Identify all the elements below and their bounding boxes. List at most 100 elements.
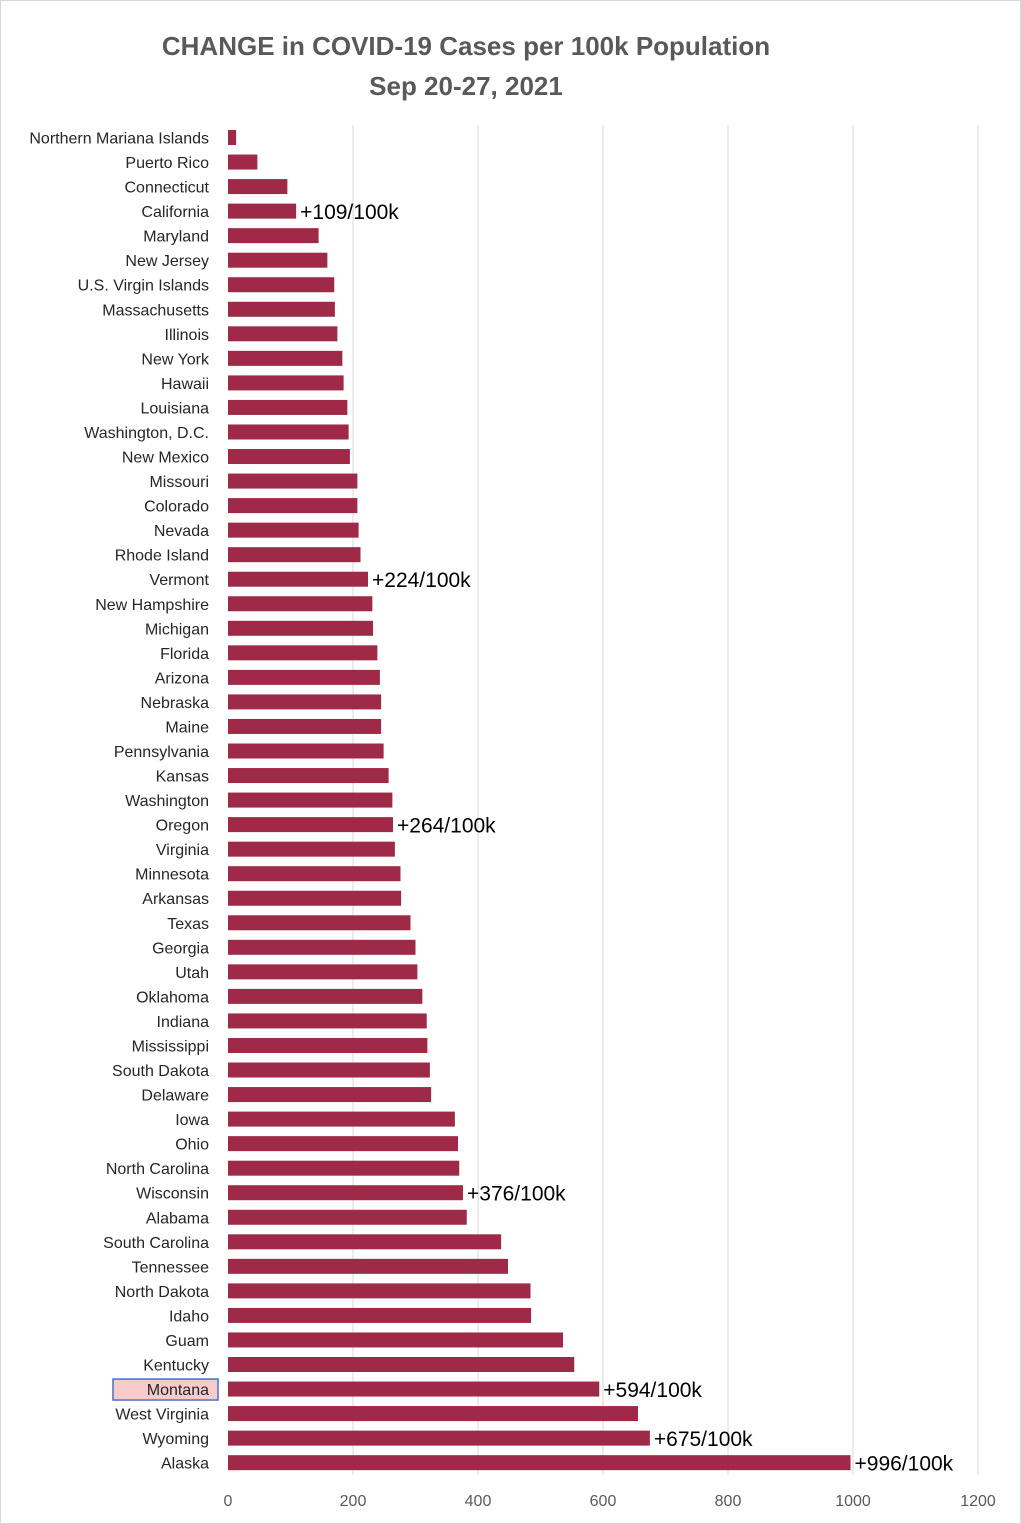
category-label: Rhode Island [115,548,209,565]
data-label: +264/100k [397,815,496,838]
bar [228,669,380,685]
category-label: Oklahoma [136,989,209,1006]
bar [228,326,338,342]
category-label: Alaska [161,1456,209,1473]
bar [228,1455,851,1471]
bar [228,154,258,170]
bar [228,179,288,195]
category-label: U.S. Virgin Islands [78,278,209,295]
category-labels: Northern Mariana Islands Puerto Rico Conne… [29,131,210,1473]
category-label: Idaho [169,1308,209,1325]
chart-title: CHANGE in COVID-19 Cases per 100k Popula… [162,31,770,61]
data-label: +675/100k [654,1428,753,1451]
category-label: Northern Mariana Islands [29,131,209,148]
category-label: Washington [125,793,209,810]
bar [228,939,416,955]
category-label: Virginia [156,842,209,859]
bar [228,768,389,784]
data-label: +224/100k [372,569,471,592]
category-label: Pennsylvania [114,744,209,761]
category-label: West Virginia [115,1407,209,1424]
category-label: Guam [165,1333,209,1350]
bar [228,1087,432,1103]
category-label: Wisconsin [136,1186,209,1203]
category-label: Colorado [144,499,209,516]
bar [228,915,411,931]
bar [228,718,382,734]
category-label: Hawaii [161,376,209,393]
bar [228,301,335,317]
bar [228,424,349,440]
category-label: Vermont [149,572,209,589]
bar [228,1332,563,1348]
category-label: California [141,204,209,221]
bar [228,1283,531,1299]
x-tick-label: 200 [340,1493,367,1510]
category-label: Arkansas [142,891,209,908]
bar [228,277,335,293]
bar [228,620,373,636]
category-label: New Hampshire [95,597,209,614]
bar [228,1037,428,1053]
category-label: South Carolina [103,1235,209,1252]
x-tick-label: 800 [715,1493,742,1510]
category-label: Puerto Rico [125,155,209,172]
category-label: Illinois [165,327,209,344]
bar [228,130,237,145]
category-label: Texas [167,916,209,933]
bar [228,1111,455,1127]
highlight-layer [112,1378,219,1401]
bar [228,1209,467,1225]
bar [228,1406,638,1422]
category-label: Georgia [152,940,209,957]
category-label: Arizona [155,670,209,687]
category-label: Iowa [175,1112,209,1129]
bar [228,228,319,244]
category-label: Massachusetts [102,302,209,319]
category-label: Wyoming [142,1431,209,1448]
x-tick-label: 1200 [960,1493,996,1510]
bar [228,1357,575,1372]
bar [228,1258,508,1274]
category-label: Oregon [156,818,209,835]
category-label: Minnesota [135,867,209,884]
bar [228,203,297,219]
bar [228,547,361,563]
bar [228,571,368,587]
category-label: Kansas [156,769,209,786]
category-label: Nebraska [141,695,210,712]
data-label: +376/100k [467,1183,566,1206]
bar [228,498,358,514]
bar [228,449,350,465]
category-label: Maryland [143,229,209,246]
bar [228,1136,458,1152]
bar [228,596,373,612]
category-label: Washington, D.C. [84,425,209,442]
bar [228,645,378,661]
bar [228,252,328,268]
bars [228,130,851,1471]
bar [228,841,395,857]
bar [228,817,393,833]
bar [228,743,384,759]
bar [228,350,343,366]
bar [228,988,423,1004]
category-label: Tennessee [132,1259,209,1276]
x-tick-label: 600 [590,1493,617,1510]
bar [228,1234,502,1250]
category-label: Utah [175,965,209,982]
data-label: +996/100k [855,1453,954,1476]
chart-subtitle: Sep 20-27, 2021 [369,71,563,101]
bar [228,866,401,882]
bar [228,1160,460,1176]
bar [228,1307,532,1323]
gridlines [352,125,979,1475]
bar [228,1430,650,1446]
category-label: Ohio [175,1137,209,1154]
x-tick-label: 0 [224,1493,233,1510]
bar [228,1381,600,1397]
x-tick-label: 1000 [835,1493,871,1510]
category-label: Florida [160,646,209,663]
